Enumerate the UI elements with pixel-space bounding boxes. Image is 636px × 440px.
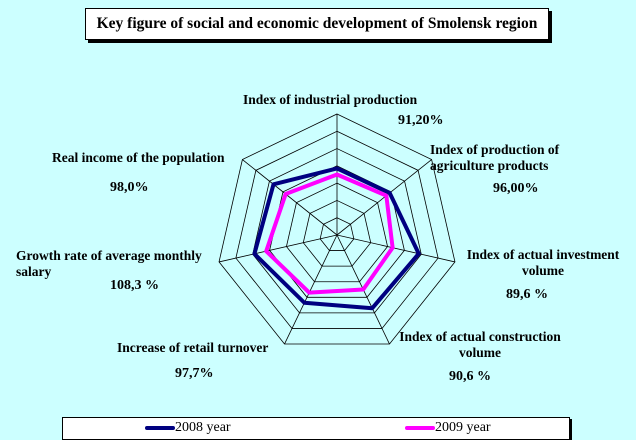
legend: 2008 year 2009 year	[62, 417, 570, 440]
legend-swatch-2008	[145, 426, 175, 430]
value-salary: 108,3 %	[110, 278, 159, 293]
series-line-2009-year	[264, 172, 395, 295]
grid-ring	[319, 217, 355, 251]
value-retail: 97,7%	[175, 366, 214, 381]
axis-label-retail: Increase of retail turnover	[117, 340, 269, 355]
legend-label-2008: 2008 year	[175, 420, 231, 435]
axis-label-investment: Index of actual investment volume	[466, 247, 620, 278]
axis-spoke	[284, 234, 338, 345]
grid-ring	[286, 182, 388, 283]
legend-item-2009: 2009 year	[405, 420, 491, 436]
value-construction: 90,6 %	[449, 369, 491, 384]
axis-spoke	[336, 159, 432, 236]
grid-ring	[235, 130, 439, 329]
axis-label-real-income: Real income of the population	[52, 150, 225, 165]
grid-ring	[302, 199, 372, 267]
axis-label-industrial: Index of industrial production	[243, 92, 418, 107]
legend-swatch-2009	[405, 426, 435, 430]
legend-item-2008: 2008 year	[145, 420, 231, 436]
axis-spoke	[242, 159, 338, 236]
value-industrial: 91,20%	[398, 113, 444, 128]
grid-ring	[252, 148, 422, 314]
series-line-2008-year	[252, 166, 421, 311]
axis-spoke	[218, 234, 338, 263]
axis-label-salary: Growth rate of average monthly salary	[16, 248, 202, 279]
legend-label-2009: 2009 year	[435, 420, 491, 435]
grid-ring	[218, 113, 456, 345]
axis-label-agriculture: Index of production of agriculture produ…	[430, 142, 560, 173]
value-real-income: 98,0%	[110, 180, 149, 195]
axis-spoke	[336, 234, 456, 263]
axis-label-construction: Index of actual construction volume	[399, 329, 561, 360]
chart-title: Key figure of social and economic develo…	[85, 8, 549, 40]
value-investment: 89,6 %	[506, 287, 548, 302]
value-agriculture: 96,00%	[493, 181, 539, 196]
